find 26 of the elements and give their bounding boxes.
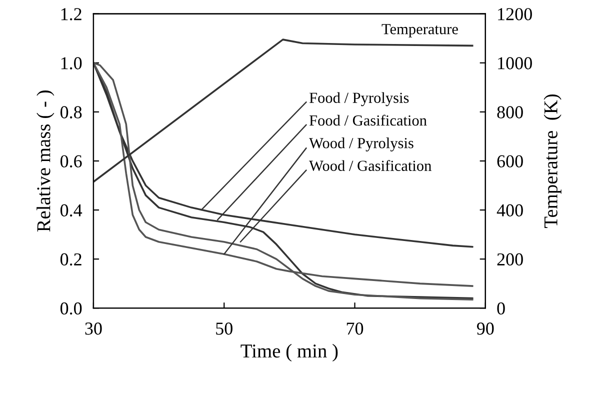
y-tick-label: 0.6 [60,155,82,168]
x-tick-label: 70 [346,322,364,335]
x-axis-title: Time ( min ) [240,344,338,362]
y-tick-label: 1.0 [61,57,82,70]
annotation: Wood / Gasification [309,160,432,172]
y-tick-label: 0.2 [60,253,82,266]
y-tick-label: 1.2 [61,8,82,20]
y2-axis-title: Temperature (K) [544,94,562,228]
y2-tick-label: 800 [497,106,523,118]
y2-tick-label: 1200 [498,8,532,20]
y-axis-title: Relative mass ( - ) [36,90,54,232]
y-tick-label: 0.4 [60,204,82,217]
y-tick-label: 0.0 [60,302,82,315]
series-label: Temperature [382,24,458,38]
y2-tick-label: 1000 [498,57,532,70]
y2-tick-label: 400 [496,204,523,216]
annotation: Food / Pyrolysis [309,92,409,106]
annotation: Wood / Pyrolysis [309,138,414,152]
x-tick-label: 90 [476,322,494,335]
x-tick-label: 50 [216,322,232,335]
y2-tick-label: 200 [497,253,523,266]
y2-tick-label: 0 [497,302,505,315]
x-tick-label: 30 [85,322,102,335]
y2-tick-label: 600 [497,155,523,168]
annotation: Food / Gasification [309,114,427,126]
y-tick-label: 0.8 [60,106,82,118]
